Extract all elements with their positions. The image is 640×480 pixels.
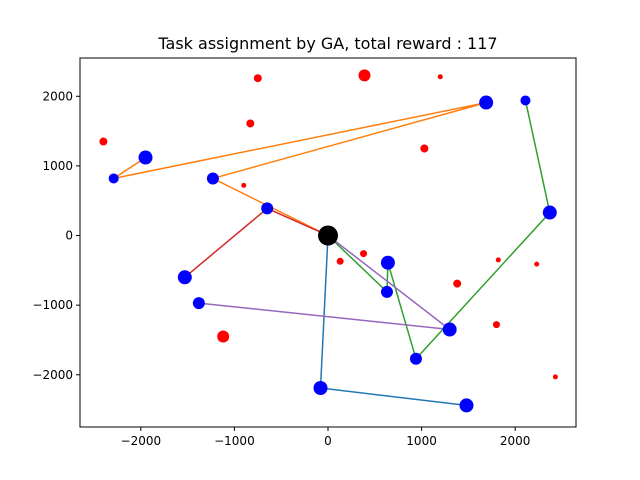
x-tick-label: 2000 xyxy=(500,434,531,448)
y-tick-label: 0 xyxy=(65,229,73,243)
x-tick-label: 0 xyxy=(324,434,332,448)
unassigned-task-point xyxy=(552,374,558,380)
assigned-task-point xyxy=(108,173,119,184)
unassigned-task-point xyxy=(360,250,368,258)
assigned-task-point xyxy=(206,172,219,185)
assigned-task-point xyxy=(459,398,474,413)
assigned-task-point xyxy=(479,95,494,110)
unassigned-task-point xyxy=(253,74,262,83)
assigned-task-point xyxy=(409,352,422,365)
unassigned-task-point xyxy=(99,137,108,146)
unassigned-task-point xyxy=(492,321,500,329)
unassigned-task-point xyxy=(420,144,429,153)
y-tick-label: −1000 xyxy=(32,298,73,312)
unassigned-task-point xyxy=(495,257,501,263)
unassigned-task-point xyxy=(453,279,462,288)
y-tick-label: 1000 xyxy=(42,159,73,173)
plot-area: −2000 −1000 0 1000 2000 −2000 −1000 0 1000 2000 xyxy=(32,57,577,448)
assigned-task-point xyxy=(380,285,393,298)
assigned-task-point xyxy=(520,95,531,106)
unassigned-task-point xyxy=(534,261,540,267)
depot-point xyxy=(318,225,338,246)
assigned-task-point xyxy=(380,255,395,270)
unassigned-task-point xyxy=(241,182,247,188)
assigned-task-point xyxy=(192,297,205,310)
assigned-task-point xyxy=(177,270,192,285)
x-tick-label: −1000 xyxy=(214,434,255,448)
y-tick-label: 2000 xyxy=(42,89,73,103)
unassigned-task-point xyxy=(336,257,344,265)
y-tick-label: −2000 xyxy=(32,368,73,382)
unassigned-task-point xyxy=(358,69,371,82)
assigned-task-point xyxy=(313,381,328,396)
assigned-task-point xyxy=(138,150,153,165)
assigned-task-point xyxy=(261,202,274,215)
unassigned-task-point xyxy=(217,330,230,343)
x-tick-label: 1000 xyxy=(406,434,437,448)
assigned-task-point xyxy=(542,205,557,220)
chart-title: Task assignment by GA, total reward : 11… xyxy=(157,34,497,53)
assigned-task-point xyxy=(442,322,457,337)
unassigned-task-point xyxy=(246,119,255,128)
x-tick-label: −2000 xyxy=(121,434,162,448)
unassigned-task-point xyxy=(437,74,443,80)
route-line xyxy=(327,100,551,361)
